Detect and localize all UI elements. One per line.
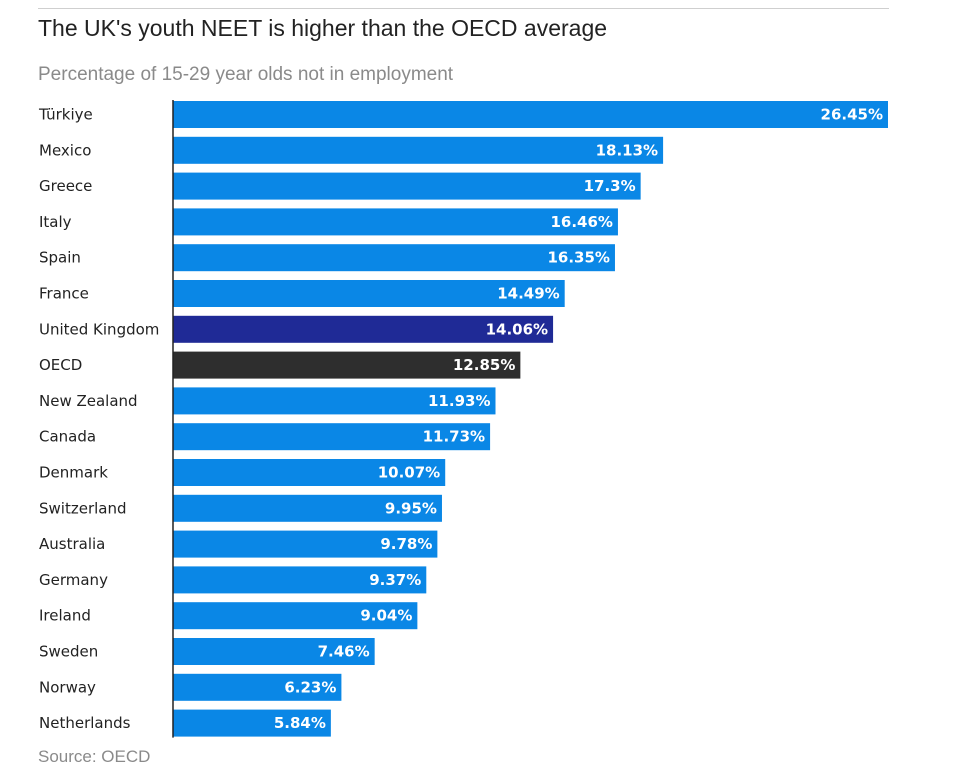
value-label: 14.06% <box>486 320 548 338</box>
category-label: Türkiye <box>38 106 93 124</box>
category-label: France <box>39 285 89 303</box>
value-label: 16.46% <box>550 213 612 231</box>
category-label: Spain <box>39 249 81 267</box>
category-label: Greece <box>39 177 92 195</box>
source-note: Source: OECD <box>38 747 151 766</box>
bar <box>173 530 438 558</box>
bar <box>173 387 496 415</box>
bar <box>173 673 342 701</box>
bar <box>173 423 491 451</box>
bar <box>173 638 375 665</box>
bar <box>173 709 331 737</box>
bar <box>173 494 442 522</box>
bar <box>173 351 521 379</box>
value-label: 12.85% <box>453 356 515 374</box>
category-label: Netherlands <box>39 714 131 732</box>
value-label: 6.23% <box>284 678 336 696</box>
bar <box>173 244 615 272</box>
bar <box>173 602 418 630</box>
value-label: 11.73% <box>423 428 485 446</box>
value-label: 7.46% <box>318 643 370 661</box>
bar <box>173 315 554 343</box>
category-label: Ireland <box>39 607 91 625</box>
value-label: 9.37% <box>369 571 421 589</box>
value-label: 18.13% <box>596 141 658 159</box>
value-label: 26.45% <box>821 106 883 124</box>
value-label: 16.35% <box>547 249 609 267</box>
value-label: 10.07% <box>378 464 440 482</box>
category-label: New Zealand <box>39 392 138 410</box>
bar <box>173 101 888 128</box>
chart-subtitle: Percentage of 15-29 year olds not in emp… <box>38 64 454 85</box>
category-label: Australia <box>39 535 105 553</box>
value-label: 9.95% <box>385 499 437 517</box>
category-label: Sweden <box>39 643 98 661</box>
value-label: 9.78% <box>380 535 432 553</box>
bar <box>173 566 427 594</box>
bar <box>173 280 565 307</box>
category-label: Switzerland <box>39 499 127 517</box>
bar <box>173 136 664 164</box>
value-label: 17.3% <box>584 177 636 195</box>
chart-title: The UK's youth NEET is higher than the O… <box>38 15 608 41</box>
category-label: OECD <box>39 356 82 374</box>
category-label: United Kingdom <box>39 320 159 338</box>
value-label: 11.93% <box>428 392 490 410</box>
value-label: 5.84% <box>274 714 326 732</box>
bar <box>173 172 641 200</box>
category-label: Norway <box>39 678 96 696</box>
top-rule <box>38 8 889 9</box>
category-label: Mexico <box>39 141 91 159</box>
category-label: Canada <box>39 428 96 446</box>
value-label: 14.49% <box>497 285 559 303</box>
value-label: 9.04% <box>360 607 412 625</box>
category-label: Germany <box>39 571 108 589</box>
category-label: Italy <box>39 213 72 231</box>
bar <box>173 459 446 486</box>
category-label: Denmark <box>39 464 108 482</box>
bar <box>173 208 618 236</box>
